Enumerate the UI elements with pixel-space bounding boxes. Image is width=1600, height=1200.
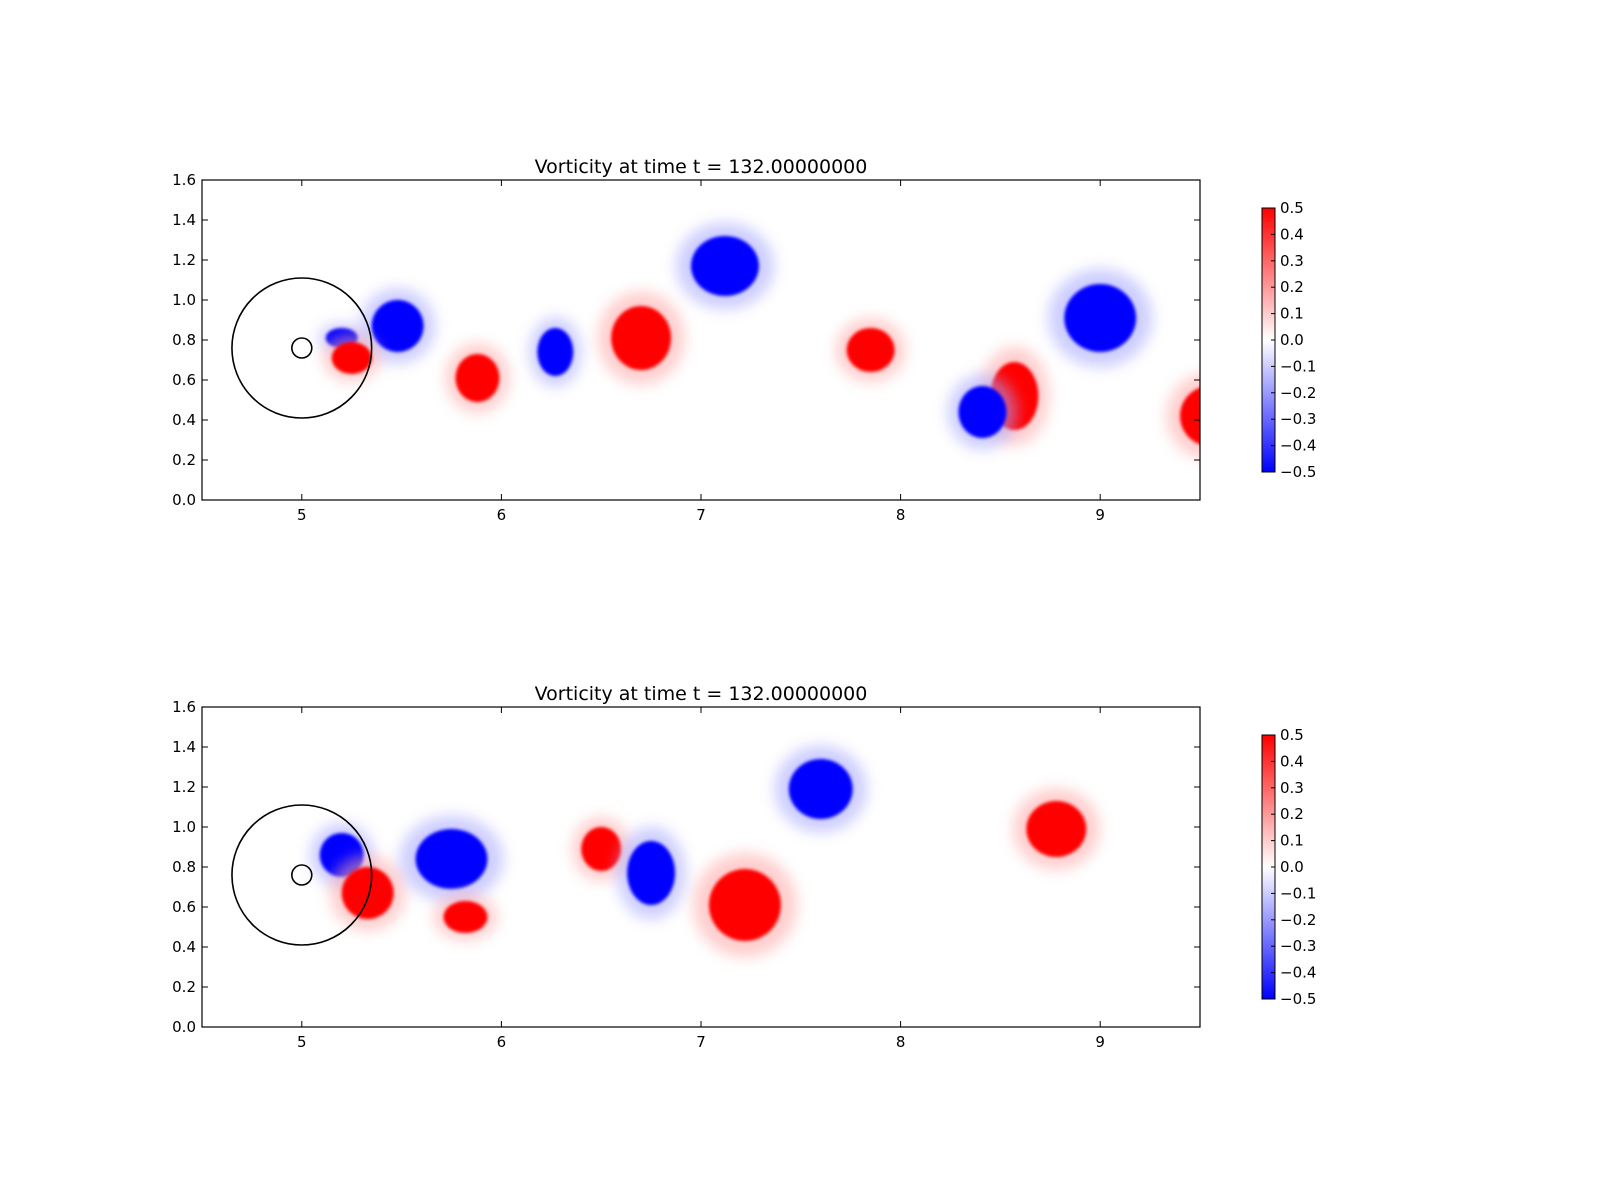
top-vortex-7 [846,328,895,372]
bottom-y-tick-label-1: 0.2 [172,978,196,996]
bottom-colorbar-tick-label-7: −0.2 [1280,911,1316,929]
bottom-y-tick-label-6: 1.2 [172,778,196,796]
top-colorbar-tick-label-6: −0.1 [1280,357,1316,375]
bottom-circle-1 [291,864,313,886]
top-vortex-4 [537,328,574,376]
bottom-colorbar: 0.5 0.4 0.3 0.2 0.1 0.0 −0.1 −0.2 −0.3 −0.4 −0.5 [1261,726,1316,1008]
top-vortex-10 [1064,284,1137,352]
bottom-x-tick-label-1: 6 [497,1033,507,1051]
top-y-tick-label-2: 0.4 [172,411,196,429]
top-colorbar-tick-label-4: 0.1 [1280,305,1304,323]
bottom-cylinder-outlines [231,804,373,946]
bottom-colorbar-ticks: 0.5 0.4 0.3 0.2 0.1 0.0 −0.1 −0.2 −0.3 −0.4 −0.5 [1271,726,1316,1008]
top-colorbar-tick-label-8: −0.3 [1280,410,1316,428]
bottom-x-axis: 5 6 7 8 9 [297,707,1105,1051]
top-colorbar-tick-label-7: −0.2 [1280,384,1316,402]
top-y-tick-label-1: 0.2 [172,451,196,469]
bottom-y-tick-label-5: 1.0 [172,818,196,836]
bottom-y-tick-label-0: 0.0 [172,1018,196,1036]
top-vortex-9 [958,386,1007,438]
top-y-tick-label-6: 1.2 [172,251,196,269]
bottom-vortex-6 [708,869,781,941]
top-x-tick-label-2: 7 [696,506,706,524]
bottom-vortex-4 [581,827,622,871]
top-colorbar-tick-label-5: 0.0 [1280,331,1304,349]
top-vorticity-field [318,222,1200,459]
top-colorbar-tick-label-3: 0.2 [1280,278,1304,296]
bottom-panel-title: Vorticity at time t = 132.00000000 [535,683,868,705]
bottom-vortex-1 [341,867,394,919]
bottom-colorbar-tick-label-6: −0.1 [1280,884,1316,902]
bottom-colorbar-tick-label-4: 0.1 [1280,832,1304,850]
top-circle-0 [231,277,373,419]
bottom-colorbar-tick-label-1: 0.4 [1280,752,1304,770]
top-panel: Vorticity at time t = 132.00000000 5 6 7 8 9… [172,156,1316,524]
bottom-colorbar-tick-label-3: 0.2 [1280,805,1304,823]
top-vortex-halo-11 [1166,373,1200,459]
top-circle-1 [291,337,313,359]
top-x-tick-label-0: 5 [297,506,307,524]
bottom-vortex-8 [1026,801,1087,857]
bottom-colorbar-tick-label-10: −0.5 [1280,990,1316,1008]
bottom-vortex-3 [443,901,488,933]
top-colorbar-tick-label-2: 0.3 [1280,252,1304,270]
bottom-vorticity-field [309,745,1100,958]
top-panel-title: Vorticity at time t = 132.00000000 [535,156,868,178]
top-y-tick-label-3: 0.6 [172,371,196,389]
bottom-y-axis: 0.0 0.2 0.4 0.6 0.8 1.0 1.2 1.4 1.6 [172,698,1200,1036]
bottom-x-tick-label-4: 9 [1095,1033,1105,1051]
top-y-tick-label-8: 1.6 [172,171,196,189]
top-colorbar-tick-label-9: −0.4 [1280,437,1316,455]
top-y-tick-label-7: 1.4 [172,211,196,229]
bottom-colorbar-tick-label-5: 0.0 [1280,858,1304,876]
bottom-x-tick-label-3: 8 [896,1033,906,1051]
top-vortex-3 [455,354,500,402]
bottom-vortex-2 [415,829,488,889]
bottom-x-tick-label-2: 7 [696,1033,706,1051]
top-colorbar-tick-label-10: −0.5 [1280,463,1316,481]
top-x-tick-label-4: 9 [1095,506,1105,524]
top-y-tick-label-5: 1.0 [172,291,196,309]
top-vortex-6 [691,236,759,296]
bottom-y-tick-label-3: 0.6 [172,898,196,916]
bottom-colorbar-tick-label-9: −0.4 [1280,964,1316,982]
top-y-axis: 0.0 0.2 0.4 0.6 0.8 1.0 1.2 1.4 1.6 [172,171,1200,509]
top-x-tick-label-3: 8 [896,506,906,524]
bottom-vortex-7 [788,759,853,819]
bottom-y-tick-label-4: 0.8 [172,858,196,876]
top-vortex-2 [331,342,372,374]
top-colorbar: 0.5 0.4 0.3 0.2 0.1 0.0 −0.1 −0.2 −0.3 −0.4 −0.5 [1261,199,1316,481]
top-y-tick-label-4: 0.8 [172,331,196,349]
bottom-x-tick-label-0: 5 [297,1033,307,1051]
bottom-y-tick-label-2: 0.4 [172,938,196,956]
bottom-colorbar-tick-label-0: 0.5 [1280,726,1304,744]
bottom-y-tick-label-7: 1.4 [172,738,196,756]
top-y-tick-label-0: 0.0 [172,491,196,509]
bottom-circle-0 [231,804,373,946]
top-colorbar-tick-label-0: 0.5 [1280,199,1304,217]
top-x-axis: 5 6 7 8 9 [297,180,1105,524]
top-colorbar-tick-label-1: 0.4 [1280,225,1304,243]
bottom-colorbar-tick-label-2: 0.3 [1280,779,1304,797]
top-vortex-0 [371,300,424,352]
top-vortex-5 [611,306,672,370]
bottom-vortex-5 [627,841,676,905]
bottom-panel: Vorticity at time t = 132.00000000 5 6 7 8 9… [172,683,1316,1051]
top-colorbar-ticks: 0.5 0.4 0.3 0.2 0.1 0.0 −0.1 −0.2 −0.3 −0.4 −0.5 [1271,199,1316,481]
top-x-tick-label-1: 6 [497,506,507,524]
top-cylinder-outlines [231,277,373,419]
top-vortex-11 [1180,387,1200,445]
bottom-colorbar-tick-label-8: −0.3 [1280,937,1316,955]
bottom-y-tick-label-8: 1.6 [172,698,196,716]
